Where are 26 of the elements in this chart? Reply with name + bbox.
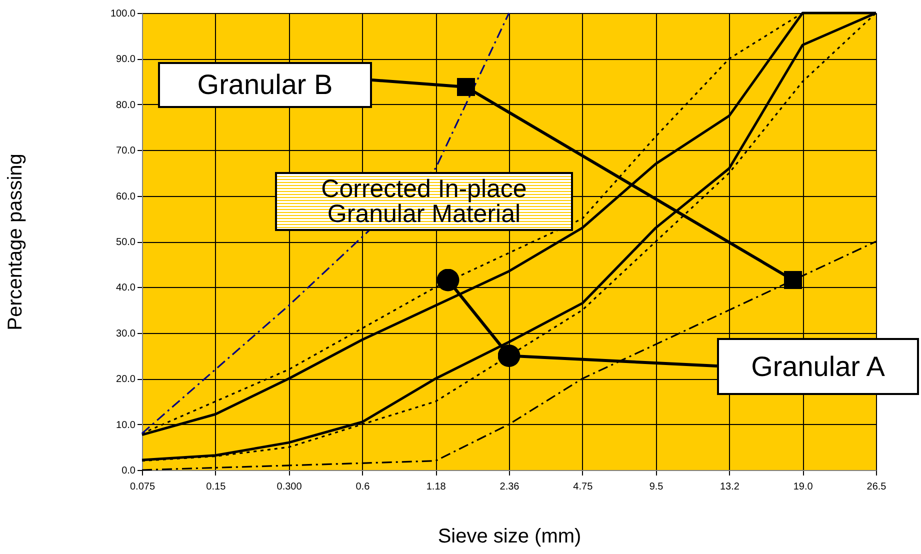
y-tick-label: 10.0 (116, 420, 136, 431)
x-tick-label: 0.300 (276, 482, 302, 492)
x-axis-title: Sieve size (mm) (438, 526, 582, 548)
x-tick-label: 13.2 (720, 482, 740, 492)
x-tick-label: 9.5 (649, 482, 664, 492)
y-axis-title: Percentage passing (4, 154, 26, 330)
y-tick-label: 30.0 (116, 328, 136, 340)
x-tick-label: 1.18 (426, 482, 446, 492)
y-tick-label: 40.0 (116, 282, 136, 294)
x-tick-label: 0.6 (356, 482, 370, 492)
x-tick-label: 0.075 (130, 482, 156, 492)
y-tick-label: 50.0 (116, 237, 136, 248)
annotation: Granular B (158, 62, 372, 108)
x-tick-label: 2.36 (500, 482, 520, 492)
y-tick-label: 100.0 (110, 8, 136, 20)
annotation: Granular A (717, 338, 919, 395)
y-tick-label: 60.0 (116, 191, 136, 202)
x-tick-label: 19.0 (793, 482, 814, 492)
y-tick-label: 80.0 (116, 100, 136, 111)
y-tick-label: 70.0 (116, 146, 136, 157)
y-tick-label: 0.0 (122, 466, 136, 476)
x-tick-label: 4.75 (573, 482, 594, 492)
y-tick-label: 20.0 (116, 374, 136, 386)
x-tick-label: 0.15 (206, 482, 226, 492)
y-tick-label: 90.0 (116, 54, 136, 66)
x-tick-label: 26.5 (866, 482, 887, 492)
